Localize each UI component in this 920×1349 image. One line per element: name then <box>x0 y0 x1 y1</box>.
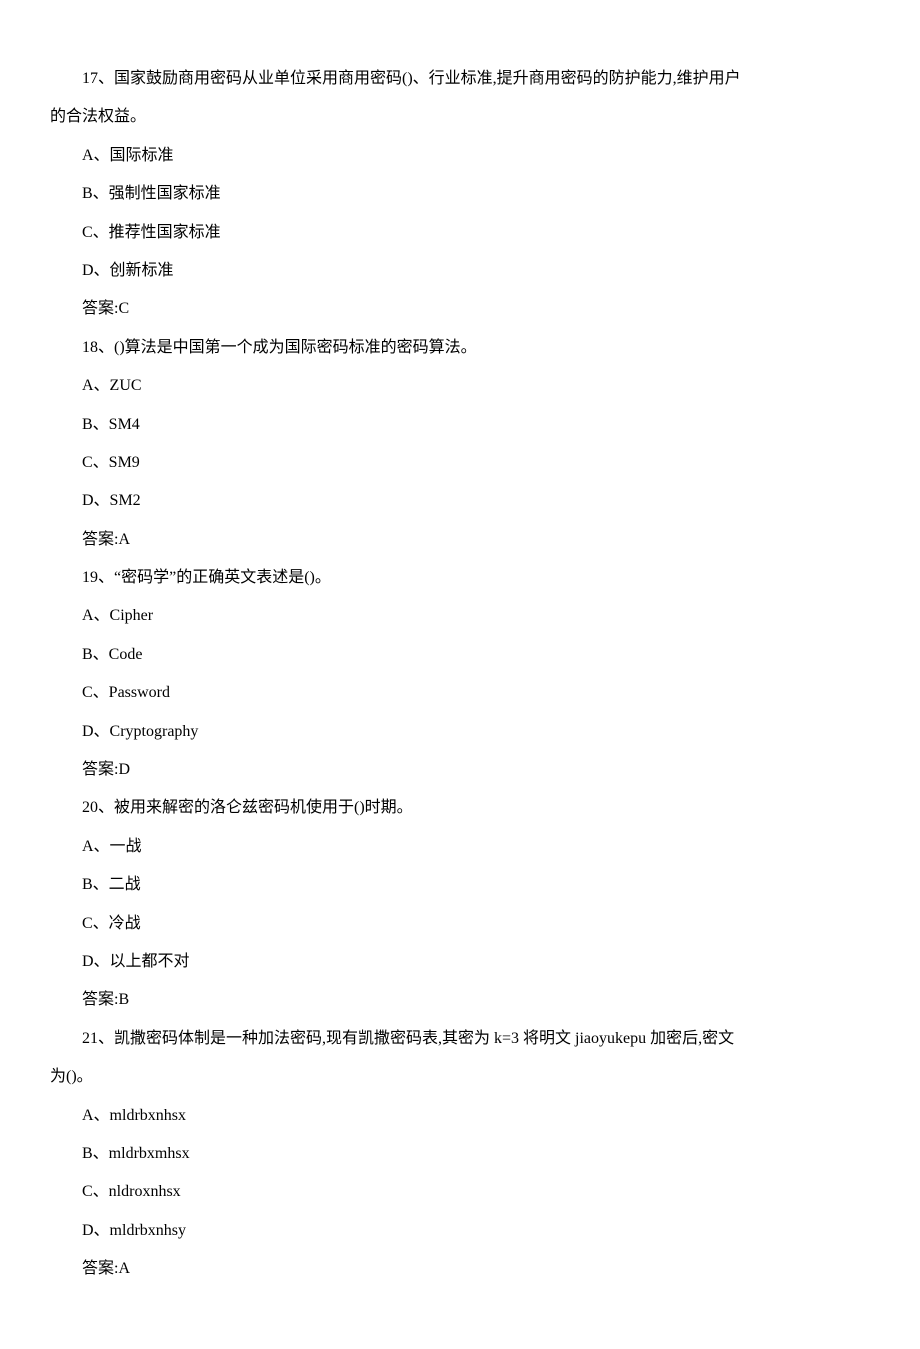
question-18-option-d: D、SM2 <box>50 482 870 520</box>
question-21-text-line1: 21、凯撒密码体制是一种加法密码,现有凯撒密码表,其密为 k=3 将明文 jia… <box>50 1020 870 1058</box>
question-20-text: 20、被用来解密的洛仑兹密码机使用于()时期。 <box>50 789 870 827</box>
question-18-option-c: C、SM9 <box>50 444 870 482</box>
question-21-answer: 答案:A <box>50 1250 870 1288</box>
question-20-option-c: C、冷战 <box>50 905 870 943</box>
question-21-text-line2: 为()。 <box>50 1058 870 1096</box>
question-17-text-line1: 17、国家鼓励商用密码从业单位采用商用密码()、行业标准,提升商用密码的防护能力… <box>50 60 870 98</box>
question-19-option-a: A、Cipher <box>50 597 870 635</box>
question-20-answer: 答案:B <box>50 981 870 1019</box>
question-18-option-b: B、SM4 <box>50 406 870 444</box>
question-19-option-b: B、Code <box>50 636 870 674</box>
question-17-option-d: D、创新标准 <box>50 252 870 290</box>
question-19-option-d: D、Cryptography <box>50 713 870 751</box>
question-21-option-b: B、mldrbxmhsx <box>50 1135 870 1173</box>
question-18-answer: 答案:A <box>50 521 870 559</box>
question-20-option-d: D、以上都不对 <box>50 943 870 981</box>
question-20-option-a: A、一战 <box>50 828 870 866</box>
document-content: 17、国家鼓励商用密码从业单位采用商用密码()、行业标准,提升商用密码的防护能力… <box>50 60 870 1289</box>
question-18-text: 18、()算法是中国第一个成为国际密码标准的密码算法。 <box>50 329 870 367</box>
question-21-option-d: D、mldrbxnhsy <box>50 1212 870 1250</box>
question-17-text-line2: 的合法权益。 <box>50 98 870 136</box>
question-21-option-a: A、mldrbxnhsx <box>50 1097 870 1135</box>
question-20-option-b: B、二战 <box>50 866 870 904</box>
question-21-option-c: C、nldroxnhsx <box>50 1173 870 1211</box>
question-18-option-a: A、ZUC <box>50 367 870 405</box>
question-17-option-b: B、强制性国家标准 <box>50 175 870 213</box>
question-19-option-c: C、Password <box>50 674 870 712</box>
question-17-answer: 答案:C <box>50 290 870 328</box>
question-17-option-c: C、推荐性国家标准 <box>50 214 870 252</box>
question-19-answer: 答案:D <box>50 751 870 789</box>
question-19-text: 19、“密码学”的正确英文表述是()。 <box>50 559 870 597</box>
question-17-option-a: A、国际标准 <box>50 137 870 175</box>
